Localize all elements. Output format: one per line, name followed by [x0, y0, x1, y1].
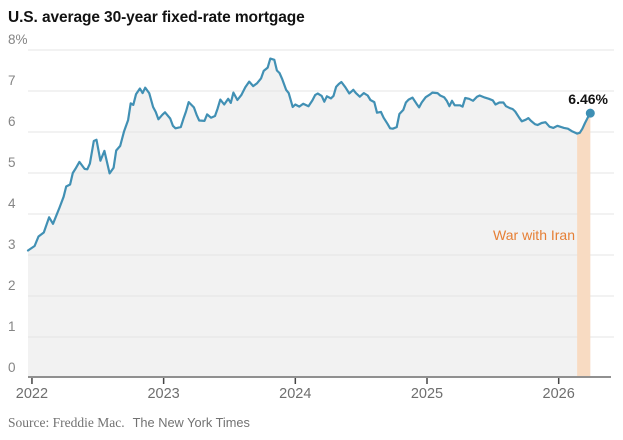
y-axis-label: 4: [8, 196, 16, 211]
y-axis-label: 3: [8, 237, 16, 252]
end-dot: [585, 108, 595, 118]
x-axis-label: 2026: [542, 386, 575, 402]
war-band: [577, 58, 591, 378]
y-axis-label: 0: [8, 360, 16, 375]
x-axis-label: 2024: [279, 386, 312, 402]
x-axis-label: 2025: [410, 386, 444, 402]
war-with-iran-label: War with Iran: [493, 227, 575, 243]
latest-rate-label: 6.46%: [568, 91, 608, 107]
y-axis-label: 7: [8, 73, 16, 88]
x-axis-label: 2022: [15, 386, 49, 402]
x-axis-label: 2023: [147, 386, 180, 402]
rate-line: [26, 57, 592, 252]
source-line: Source: Freddie Mac. The New York Times: [8, 415, 250, 431]
y-axis-label: 6: [8, 114, 16, 129]
y-axis-label: 2: [8, 278, 16, 293]
chart-title: U.S. average 30-year fixed-rate mortgage: [8, 9, 305, 26]
y-axis-label: 8%: [8, 32, 28, 47]
y-axis-label: 5: [8, 155, 16, 170]
area-under-curve: [28, 58, 591, 378]
source-text: Source: Freddie Mac.: [8, 415, 125, 430]
credit-text: The New York Times: [132, 415, 250, 430]
y-axis-label: 1: [8, 319, 16, 334]
